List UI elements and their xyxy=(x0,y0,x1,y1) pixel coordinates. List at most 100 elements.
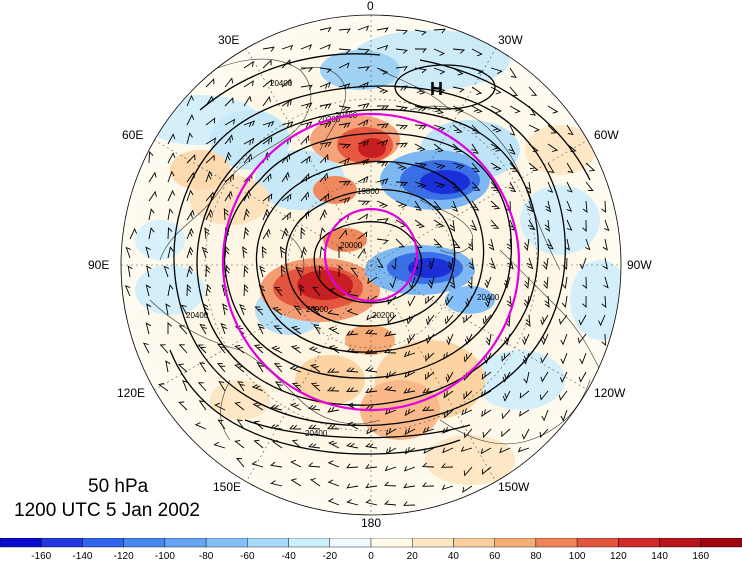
wind-barb xyxy=(224,134,234,145)
wind-barb xyxy=(220,322,228,335)
wind-barb xyxy=(338,157,350,165)
wind-barb xyxy=(395,105,408,112)
wind-barb xyxy=(425,295,435,305)
contour-label: 20400 xyxy=(270,79,293,88)
wind-barb xyxy=(346,348,359,354)
wind-barb xyxy=(391,257,397,271)
wind-barb xyxy=(217,419,226,430)
wind-barb xyxy=(145,284,152,297)
wind-barb xyxy=(186,132,193,145)
lon-label-150w: 150W xyxy=(498,480,530,494)
wind-barb xyxy=(177,363,188,373)
colorbar-tick-label: 20 xyxy=(407,551,419,561)
wind-barb xyxy=(463,390,473,400)
wind-barb xyxy=(465,295,473,308)
wind-barb xyxy=(566,143,577,153)
wind-barb xyxy=(319,81,331,89)
wind-barb xyxy=(490,162,502,171)
wind-barb xyxy=(205,170,213,183)
magenta-circles xyxy=(221,112,521,412)
wind-barb xyxy=(167,246,174,259)
wind-barb xyxy=(167,322,173,334)
colorbar-box xyxy=(576,538,619,548)
wind-barb xyxy=(403,387,416,394)
colorbar-box xyxy=(700,538,742,548)
wind-barb xyxy=(519,409,530,417)
wind-barb xyxy=(327,368,340,373)
wind-barb xyxy=(463,428,473,439)
colorbar-tick-label: -120 xyxy=(114,551,134,561)
wind-barb xyxy=(357,175,369,184)
colorbar-tick-label: -160 xyxy=(31,551,51,561)
wind-barb xyxy=(463,352,473,363)
wind-barb xyxy=(471,124,481,134)
wind-barb xyxy=(327,498,340,506)
wind-barb xyxy=(540,314,549,326)
wind-barb xyxy=(290,478,302,487)
wind-barb xyxy=(395,48,408,54)
wind-barb xyxy=(291,382,302,392)
wind-barb xyxy=(441,484,454,491)
wind-barb xyxy=(421,462,435,468)
wind-barb xyxy=(484,276,492,289)
wind-barb xyxy=(146,303,152,316)
wind-barb xyxy=(197,344,207,354)
wind-barb xyxy=(158,383,169,392)
colorbar-tick-label: 0 xyxy=(368,551,374,561)
wind-barb xyxy=(345,367,359,373)
wind-barb xyxy=(270,461,283,468)
wind-barbs xyxy=(124,25,610,506)
wind-barb xyxy=(148,227,155,240)
wind-barb xyxy=(485,333,492,346)
contour-label: 19800 xyxy=(357,187,380,196)
wind-barb xyxy=(270,404,283,411)
wind-barb xyxy=(365,442,378,449)
colorbar-tick-label: -100 xyxy=(155,551,175,561)
wind-barb xyxy=(428,257,435,270)
lon-label-0: 0 xyxy=(367,0,374,13)
wind-barb xyxy=(186,94,194,107)
colorbar-tick-label: 160 xyxy=(692,551,709,561)
wind-barb xyxy=(338,48,352,54)
wind-barb xyxy=(406,314,416,325)
wind-barb xyxy=(290,459,302,468)
wind-barb xyxy=(509,124,516,136)
wind-barb xyxy=(300,226,306,240)
wind-barb xyxy=(376,139,389,147)
wind-barb xyxy=(488,238,495,251)
lon-label-120e: 120E xyxy=(117,386,145,400)
wind-barb xyxy=(357,158,370,166)
colorbar-tick-label: -60 xyxy=(240,551,255,561)
wind-barb xyxy=(367,276,378,285)
colorbar-boxes xyxy=(0,538,742,548)
wind-barb xyxy=(357,81,369,89)
wind-barb xyxy=(291,439,302,449)
wind-barb xyxy=(145,246,151,259)
wind-barb xyxy=(383,348,397,354)
wind-barb xyxy=(205,95,214,107)
wind-barb xyxy=(376,238,389,245)
wind-barb xyxy=(540,371,549,383)
lon-label-60w: 60W xyxy=(594,128,619,142)
wind-barb xyxy=(528,86,538,96)
wind-barb xyxy=(501,409,511,420)
wind-barb xyxy=(346,483,359,489)
wind-barb xyxy=(376,27,389,33)
wind-barb xyxy=(299,284,305,297)
wind-barb xyxy=(357,213,369,221)
wind-barb xyxy=(319,209,328,221)
wind-barb xyxy=(559,371,568,383)
wind-barb xyxy=(582,295,587,308)
wind-barb xyxy=(543,276,549,290)
wind-barb xyxy=(506,238,513,251)
wind-barb xyxy=(481,371,492,380)
wind-barb xyxy=(257,323,265,335)
wind-barb xyxy=(308,404,321,411)
wind-barb xyxy=(422,387,435,394)
wind-barb xyxy=(566,124,574,136)
wind-barb xyxy=(566,162,574,174)
wind-barb xyxy=(338,229,348,240)
wind-barb xyxy=(300,102,313,109)
wind-barb xyxy=(214,402,226,411)
wind-barb xyxy=(499,447,511,454)
